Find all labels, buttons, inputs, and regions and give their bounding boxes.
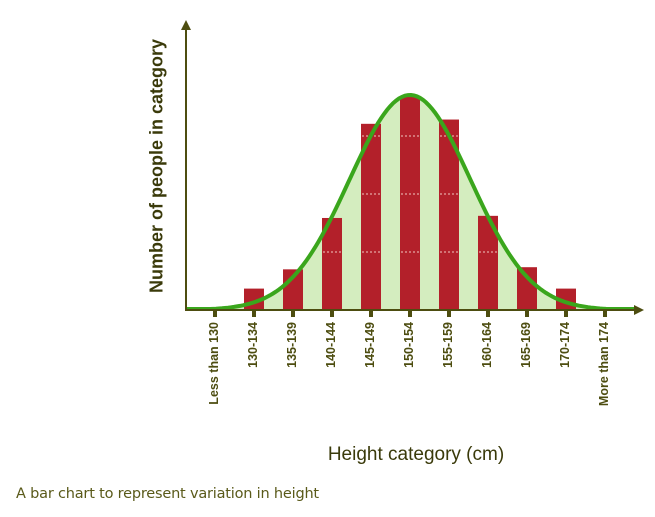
x-tick [291, 310, 295, 317]
x-tick [447, 310, 451, 317]
x-tick-label: 130-134 [246, 322, 260, 368]
x-tick-label: 135-139 [285, 322, 299, 368]
x-tick-label: More than 174 [597, 322, 611, 407]
bar [517, 267, 537, 310]
x-tick [369, 310, 373, 317]
x-ticks [213, 310, 607, 317]
x-tick [252, 310, 256, 317]
x-tick-label: 170-174 [558, 322, 572, 368]
bar [439, 119, 459, 310]
bar [361, 123, 381, 310]
x-tick-label: 155-159 [441, 322, 455, 368]
x-tick-label: 165-169 [519, 322, 533, 368]
x-tick [213, 310, 217, 317]
bell-curve [186, 92, 636, 311]
x-axis-label: Height category (cm) [327, 444, 505, 465]
x-tick [525, 310, 529, 317]
bars [205, 96, 615, 310]
x-tick [564, 310, 568, 317]
x-tick-label: 160-164 [480, 322, 494, 368]
x-tick [330, 310, 334, 317]
x-tick-label: 140-144 [324, 322, 338, 368]
x-tick-label: 145-149 [363, 322, 377, 368]
x-tick [408, 310, 412, 317]
x-tick-label: 150-154 [402, 322, 416, 368]
x-tick-label: Less than 130 [207, 322, 221, 405]
y-axis-arrow-icon [181, 20, 191, 30]
bell-curve-line [186, 92, 636, 311]
x-axis-arrow-icon [634, 305, 644, 315]
chart-caption: A bar chart to represent variation in he… [16, 486, 319, 502]
bar [322, 217, 342, 310]
x-tick [486, 310, 490, 317]
bar [400, 96, 420, 310]
y-axis-label: Number of people in category [146, 38, 167, 294]
x-tick [603, 310, 607, 317]
bar [478, 215, 498, 310]
